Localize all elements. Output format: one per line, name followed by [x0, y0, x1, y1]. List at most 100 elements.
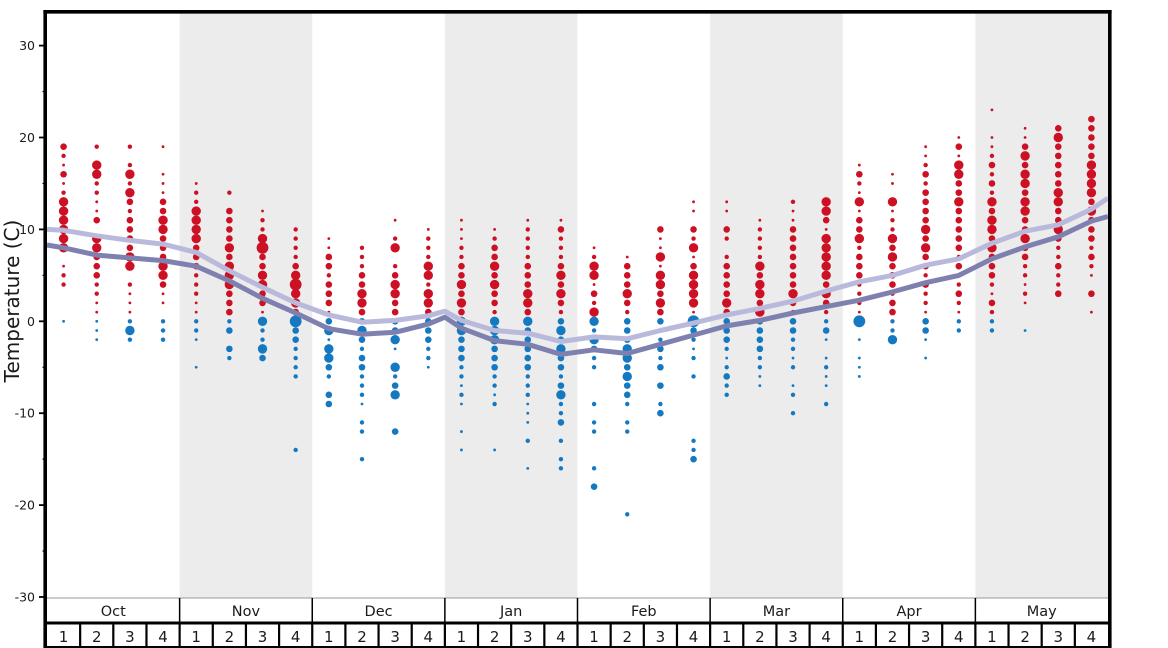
- red-dot: [920, 243, 931, 253]
- red-dot: [226, 308, 233, 316]
- red-dot: [456, 298, 467, 308]
- red-dot: [493, 228, 497, 231]
- red-dot: [126, 198, 134, 206]
- blue-dot: [758, 375, 762, 378]
- y-tick-label: -10: [15, 406, 35, 421]
- red-dot: [95, 209, 99, 213]
- blue-dot: [690, 455, 697, 463]
- red-dot: [125, 187, 135, 198]
- blue-dot: [558, 466, 564, 471]
- red-dot: [990, 136, 994, 139]
- red-dot: [889, 244, 896, 252]
- week-label: 1: [457, 628, 467, 646]
- red-dot: [889, 308, 896, 316]
- red-dot: [890, 227, 895, 232]
- week-label: 1: [855, 628, 865, 646]
- red-dot: [988, 262, 996, 270]
- red-dot: [757, 245, 763, 250]
- week-label: 2: [225, 628, 235, 646]
- red-dot: [161, 191, 165, 195]
- blue-dot: [557, 382, 565, 389]
- red-dot: [226, 207, 233, 215]
- red-dot: [128, 292, 132, 296]
- red-dot: [954, 160, 964, 170]
- red-dot: [956, 300, 961, 306]
- red-dot: [790, 199, 796, 205]
- red-dot: [159, 198, 167, 206]
- red-dot: [161, 145, 165, 149]
- blue-dot: [95, 329, 99, 332]
- red-dot: [1054, 180, 1062, 187]
- blue-dot: [292, 327, 299, 334]
- blue-dot: [459, 374, 464, 379]
- red-dot: [822, 216, 830, 224]
- blue-dot: [725, 356, 729, 360]
- blue-dot: [95, 319, 99, 323]
- red-dot: [60, 143, 67, 150]
- red-dot: [194, 199, 199, 205]
- blue-dot: [790, 365, 796, 370]
- blue-dot: [293, 374, 298, 379]
- red-dot: [988, 161, 996, 169]
- red-dot: [525, 254, 530, 260]
- week-label: 1: [722, 628, 732, 646]
- blue-dot: [591, 420, 597, 425]
- red-dot: [525, 245, 530, 250]
- red-dot: [558, 245, 564, 250]
- red-dot: [558, 254, 564, 260]
- blue-dot: [526, 420, 530, 424]
- blue-dot: [493, 448, 497, 452]
- blue-dot: [623, 391, 631, 399]
- week-label: 3: [788, 628, 798, 646]
- blue-dot: [525, 438, 530, 443]
- red-dot: [259, 262, 266, 270]
- red-dot: [821, 270, 831, 281]
- y-axis-title: Temperature (C): [0, 219, 24, 383]
- red-dot: [692, 209, 695, 213]
- red-dot: [226, 226, 233, 233]
- blue-dot: [723, 318, 731, 325]
- blue-dot: [558, 411, 564, 416]
- red-dot: [623, 281, 631, 288]
- blue-dot: [358, 336, 366, 343]
- red-dot: [92, 160, 102, 170]
- red-dot: [226, 290, 233, 298]
- blue-dot: [625, 429, 630, 434]
- red-dot: [524, 262, 532, 270]
- red-dot: [756, 299, 764, 307]
- red-dot: [1020, 169, 1030, 179]
- red-dot: [688, 289, 699, 299]
- week-label: 3: [921, 628, 931, 646]
- red-dot: [1053, 197, 1063, 207]
- blue-dot: [823, 365, 829, 370]
- blue-dot: [691, 337, 696, 342]
- blue-dot: [757, 355, 763, 361]
- red-dot: [922, 235, 929, 242]
- red-dot: [657, 308, 664, 316]
- red-dot: [990, 292, 994, 296]
- blue-dot: [127, 319, 133, 324]
- red-dot: [158, 261, 168, 271]
- blue-dot: [95, 338, 99, 342]
- red-dot: [92, 169, 102, 179]
- red-dot: [857, 191, 861, 195]
- blue-dot: [289, 315, 302, 328]
- month-band: [975, 10, 1108, 598]
- red-dot: [724, 254, 729, 260]
- red-dot: [987, 197, 997, 207]
- red-dot: [922, 170, 929, 178]
- week-label: 4: [556, 628, 566, 646]
- red-dot: [523, 298, 533, 308]
- blue-dot: [524, 354, 532, 362]
- red-dot: [692, 255, 695, 259]
- blue-dot: [358, 363, 366, 371]
- red-dot: [625, 309, 630, 315]
- blue-dot: [292, 336, 299, 343]
- red-dot: [922, 198, 929, 206]
- red-dot: [1086, 187, 1097, 198]
- blue-dot: [558, 401, 564, 407]
- red-dot: [358, 272, 366, 279]
- red-dot: [1088, 290, 1095, 298]
- blue-dot: [358, 354, 366, 362]
- blue-dot: [822, 327, 830, 334]
